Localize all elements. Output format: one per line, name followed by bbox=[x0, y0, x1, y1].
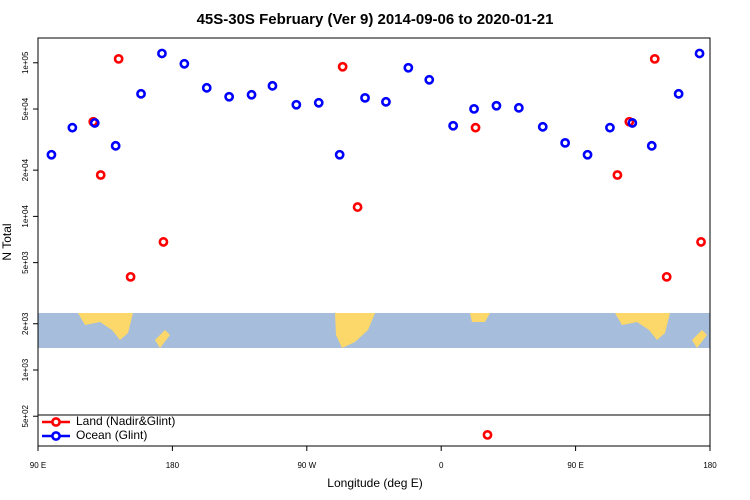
x-tick-label: 0 bbox=[439, 461, 444, 470]
data-point bbox=[470, 122, 481, 133]
y-tick-label: 2e+04 bbox=[21, 158, 30, 181]
data-point bbox=[352, 202, 363, 212]
data-point bbox=[661, 271, 672, 282]
x-tick-label: 90 E bbox=[30, 461, 46, 470]
data-point bbox=[627, 118, 638, 128]
data-point bbox=[582, 149, 593, 160]
y-tick-label: 1e+03 bbox=[21, 358, 30, 381]
data-point bbox=[469, 103, 479, 114]
data-point bbox=[89, 118, 100, 128]
data-point bbox=[448, 120, 459, 131]
data-point bbox=[125, 271, 136, 282]
legend-label: Land (Nadir&Glint) bbox=[76, 414, 175, 428]
data-point bbox=[157, 48, 167, 59]
data-point bbox=[334, 149, 345, 160]
x-tick-label: 180 bbox=[703, 461, 717, 470]
data-point bbox=[113, 53, 124, 64]
data-point bbox=[224, 91, 235, 102]
data-point bbox=[267, 80, 278, 91]
x-tick-label: 90 E bbox=[567, 461, 583, 470]
data-point bbox=[649, 53, 660, 64]
data-point bbox=[158, 237, 169, 247]
data-point bbox=[403, 62, 414, 73]
data-point bbox=[696, 237, 706, 247]
legend-marker bbox=[51, 431, 61, 441]
data-point bbox=[67, 122, 78, 133]
data-point bbox=[482, 429, 493, 440]
y-tick-label: 5e+03 bbox=[21, 251, 30, 274]
y-axis-label: N Total bbox=[0, 223, 14, 260]
data-point bbox=[513, 102, 524, 113]
x-axis-label: Longitude (deg E) bbox=[327, 476, 422, 490]
data-point bbox=[110, 140, 121, 151]
data-point bbox=[491, 100, 502, 111]
map-strip bbox=[38, 313, 710, 348]
data-point bbox=[313, 97, 324, 108]
legend-label: Ocean (Glint) bbox=[76, 428, 147, 442]
data-point bbox=[291, 99, 302, 110]
y-tick-label: 1e+05 bbox=[21, 51, 30, 74]
y-tick-label: 2e+03 bbox=[21, 312, 30, 335]
y-tick-label: 5e+04 bbox=[21, 97, 30, 120]
data-point bbox=[612, 170, 623, 180]
data-point bbox=[46, 149, 57, 160]
data-point bbox=[560, 137, 571, 148]
data-point bbox=[337, 61, 348, 72]
y-tick-label: 1e+04 bbox=[21, 205, 30, 228]
x-tick-label: 90 W bbox=[297, 461, 316, 470]
x-tick-label: 180 bbox=[166, 461, 180, 470]
data-point bbox=[360, 92, 370, 103]
data-point bbox=[424, 74, 435, 85]
data-point bbox=[694, 48, 705, 59]
data-point bbox=[381, 96, 391, 107]
data-point bbox=[605, 122, 615, 133]
data-point bbox=[673, 88, 684, 99]
data-point bbox=[646, 140, 657, 151]
data-point bbox=[179, 58, 190, 69]
data-point bbox=[246, 89, 257, 100]
data-point bbox=[537, 121, 548, 132]
data-point bbox=[201, 82, 212, 93]
chart-title: 45S-30S February (Ver 9) 2014-09-06 to 2… bbox=[197, 11, 554, 28]
data-point bbox=[136, 88, 146, 99]
y-tick-label: 5e+02 bbox=[21, 404, 30, 427]
data-point bbox=[95, 170, 106, 180]
plot-frame bbox=[37, 37, 711, 447]
legend-marker bbox=[51, 417, 61, 427]
